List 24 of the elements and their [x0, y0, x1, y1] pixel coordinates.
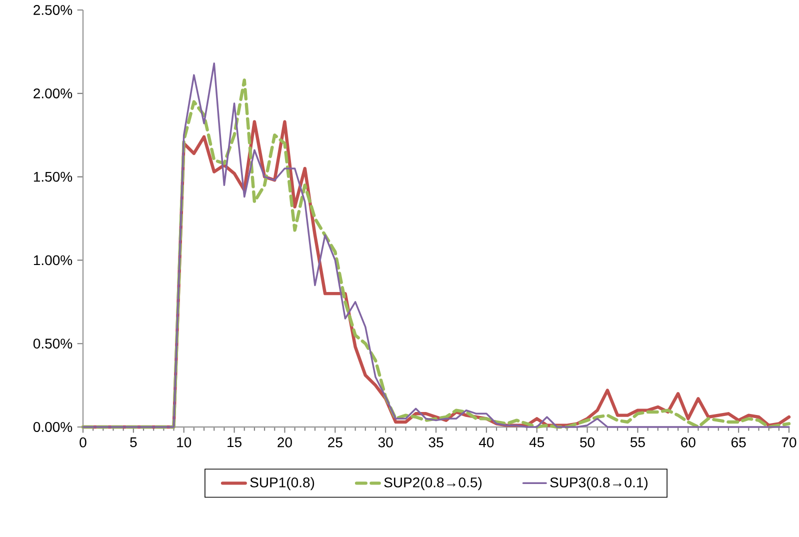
x-tick-label: 70 [782, 437, 796, 448]
y-tick-label: 2.50% [34, 5, 72, 15]
x-tick-label: 20 [278, 437, 292, 448]
x-tick-label: 60 [681, 437, 696, 448]
x-tick-label: 55 [630, 437, 645, 448]
legend-label: SUP1(0.8) [250, 477, 314, 490]
x-tick-label: 30 [378, 437, 393, 448]
y-tick-label: 2.00% [34, 88, 72, 98]
legend-label: SUP3(0.8→0.1) [550, 477, 648, 490]
y-tick-label: 1.00% [34, 255, 72, 266]
y-tick-label: 0.00% [33, 422, 72, 432]
legend-label: SUP2(0.8→0.5) [384, 477, 482, 490]
y-tick-label: 1.50% [34, 172, 72, 182]
x-tick-label: 10 [177, 437, 192, 448]
x-tick-label: 50 [580, 437, 595, 448]
x-tick-label: 0 [80, 437, 86, 448]
y-tick-label: 0.50% [33, 338, 72, 349]
x-tick-label: 35 [428, 437, 444, 448]
x-tick-label: 15 [228, 437, 242, 448]
x-tick-label: 40 [478, 437, 494, 448]
x-tick-label: 5 [130, 437, 137, 448]
x-tick-label: 25 [328, 437, 342, 448]
x-tick-label: 45 [529, 437, 544, 448]
x-tick-label: 65 [731, 437, 746, 448]
